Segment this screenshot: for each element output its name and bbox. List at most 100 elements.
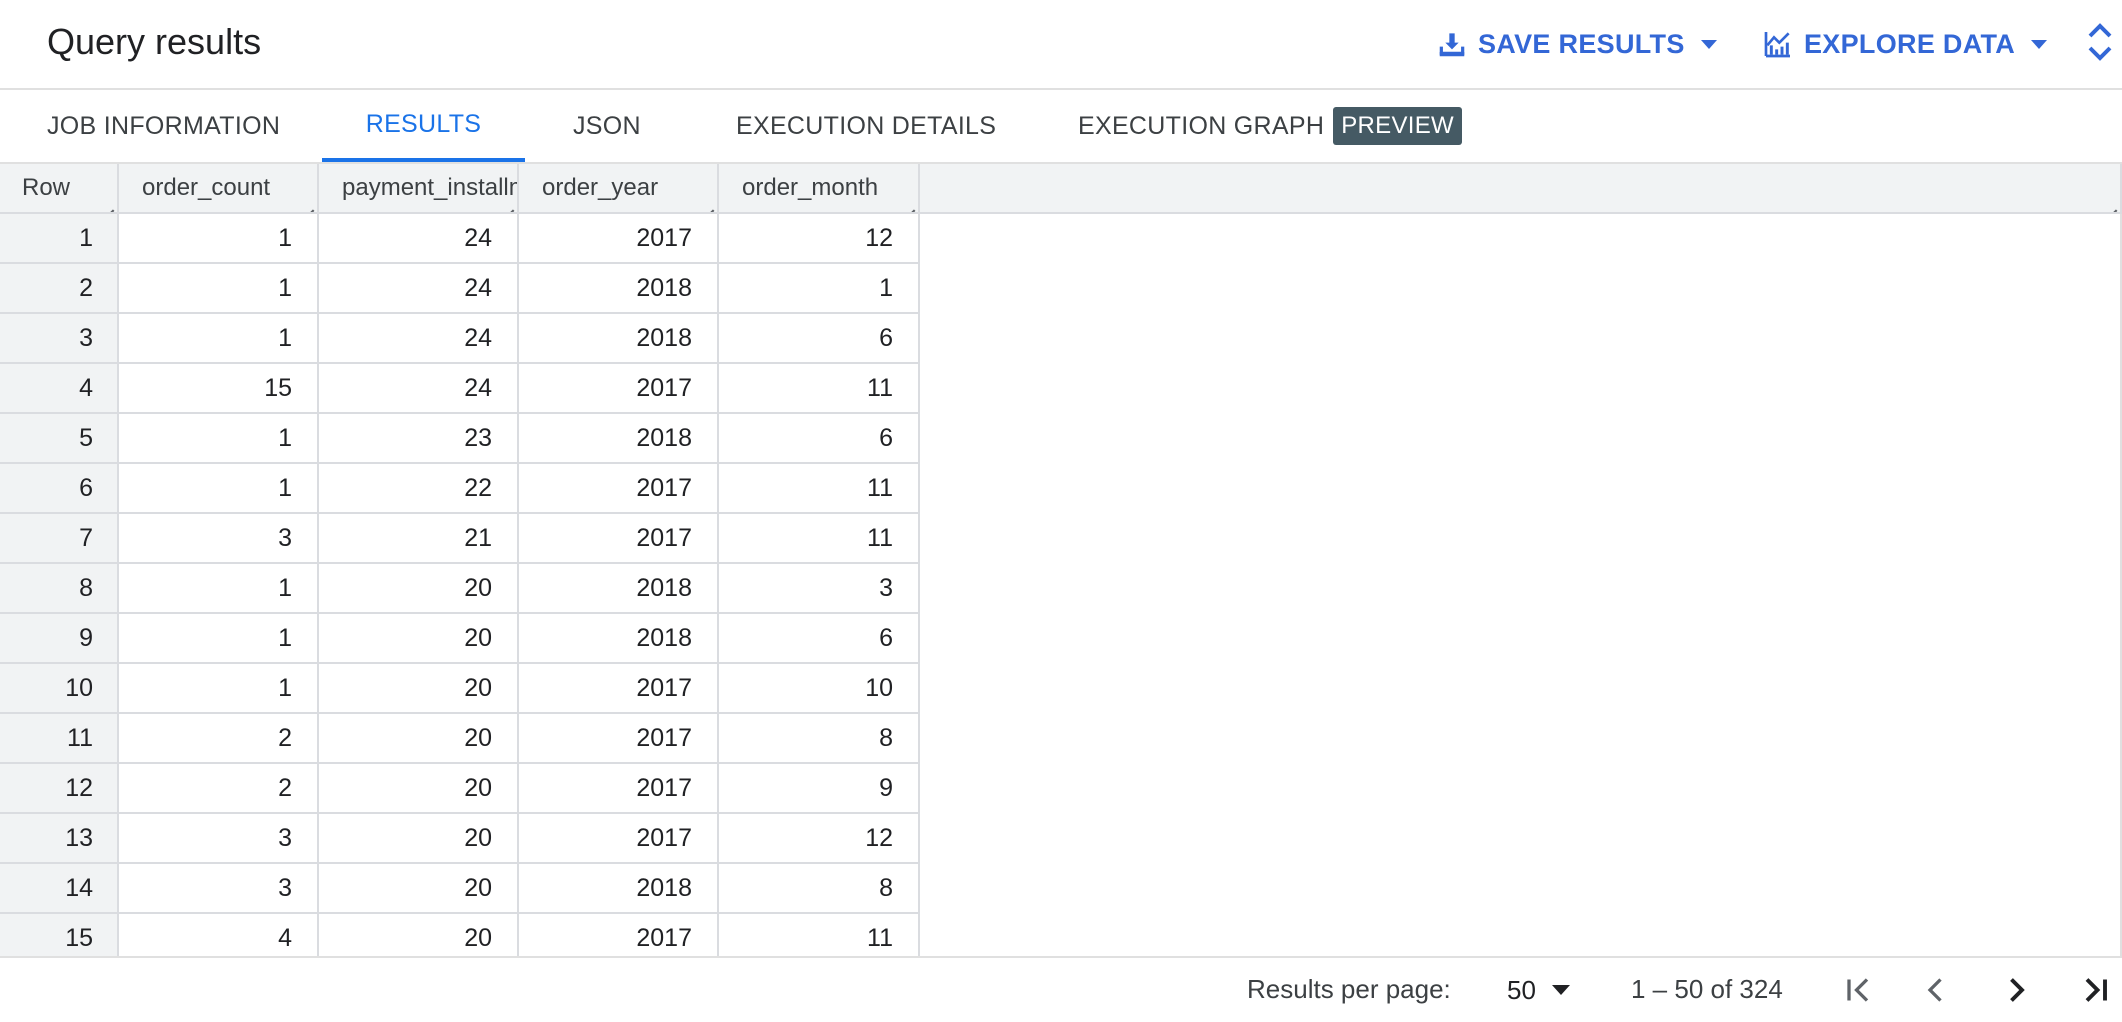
table-cell[interactable]: 2017 bbox=[519, 814, 719, 864]
table-cell[interactable]: 2017 bbox=[519, 464, 719, 514]
save-results-button[interactable]: SAVE RESULTS bbox=[1436, 22, 1717, 66]
tab-json[interactable]: JSON bbox=[573, 111, 641, 140]
table-cell[interactable]: 8 bbox=[719, 714, 920, 764]
table-cell[interactable]: 20 bbox=[319, 664, 519, 714]
first-page-icon[interactable] bbox=[1840, 972, 1876, 1008]
table-cell[interactable]: 1 bbox=[119, 614, 319, 664]
table-cell[interactable]: 24 bbox=[319, 364, 519, 414]
table-cell[interactable]: 20 bbox=[319, 764, 519, 814]
table-row[interactable]: 7 3 21 2017 11 bbox=[0, 514, 920, 564]
table-cell[interactable]: 2018 bbox=[519, 414, 719, 464]
explore-data-button[interactable]: EXPLORE DATA bbox=[1762, 22, 2048, 66]
table-cell[interactable]: 2017 bbox=[519, 714, 719, 764]
table-cell[interactable]: 24 bbox=[319, 264, 519, 314]
table-row[interactable]: 12 2 20 2017 9 bbox=[0, 764, 920, 814]
table-cell[interactable]: 12 bbox=[719, 214, 920, 264]
table-cell[interactable]: 8 bbox=[719, 864, 920, 914]
table-cell[interactable]: 3 bbox=[119, 814, 319, 864]
table-cell[interactable]: 1 bbox=[119, 214, 319, 264]
table-row[interactable]: 14 3 20 2018 8 bbox=[0, 864, 920, 914]
chevron-right-icon[interactable] bbox=[1998, 972, 2034, 1008]
column-header-order-year[interactable]: order_year bbox=[519, 164, 719, 212]
table-cell[interactable]: 2017 bbox=[519, 664, 719, 714]
results-per-page-select[interactable]: 50 bbox=[1507, 970, 1570, 1010]
table-cell[interactable]: 3 bbox=[119, 864, 319, 914]
table-cell[interactable]: 6 bbox=[719, 614, 920, 664]
table-cell[interactable]: 24 bbox=[319, 314, 519, 364]
table-cell[interactable]: 21 bbox=[319, 514, 519, 564]
tab-job-information[interactable]: JOB INFORMATION bbox=[47, 111, 281, 140]
table-cell[interactable]: 2017 bbox=[519, 914, 719, 956]
table-cell[interactable]: 20 bbox=[319, 614, 519, 664]
table-cell[interactable]: 11 bbox=[719, 464, 920, 514]
resize-handle[interactable] bbox=[2103, 196, 2117, 210]
column-header-payment-installments[interactable]: payment_installments bbox=[319, 164, 519, 212]
table-cell[interactable]: 6 bbox=[719, 414, 920, 464]
table-row[interactable]: 9 1 20 2018 6 bbox=[0, 614, 920, 664]
tab-execution-graph[interactable]: EXECUTION GRAPH PREVIEW bbox=[1078, 90, 1462, 162]
table-cell[interactable]: 20 bbox=[319, 564, 519, 614]
resize-handle[interactable] bbox=[500, 196, 514, 210]
table-cell[interactable]: 1 bbox=[119, 564, 319, 614]
column-header-order-count[interactable]: order_count bbox=[119, 164, 319, 212]
table-cell[interactable]: 2018 bbox=[519, 314, 719, 364]
table-cell[interactable]: 2018 bbox=[519, 564, 719, 614]
row-number-cell: 10 bbox=[0, 664, 119, 714]
table-cell[interactable]: 1 bbox=[119, 464, 319, 514]
table-cell[interactable]: 11 bbox=[719, 514, 920, 564]
last-page-icon[interactable] bbox=[2078, 972, 2114, 1008]
chevron-left-icon[interactable] bbox=[1918, 972, 1954, 1008]
table-cell[interactable]: 20 bbox=[319, 714, 519, 764]
table-cell[interactable]: 4 bbox=[119, 914, 319, 956]
table-row[interactable]: 2 1 24 2018 1 bbox=[0, 264, 920, 314]
table-cell[interactable]: 11 bbox=[719, 364, 920, 414]
table-row[interactable]: 8 1 20 2018 3 bbox=[0, 564, 920, 614]
table-row[interactable]: 5 1 23 2018 6 bbox=[0, 414, 920, 464]
table-cell[interactable]: 3 bbox=[719, 564, 920, 614]
table-cell[interactable]: 20 bbox=[319, 814, 519, 864]
table-cell[interactable]: 23 bbox=[319, 414, 519, 464]
resize-handle[interactable] bbox=[300, 196, 314, 210]
table-cell[interactable]: 10 bbox=[719, 664, 920, 714]
column-header-row[interactable]: Row bbox=[0, 164, 119, 212]
table-cell[interactable]: 3 bbox=[119, 514, 319, 564]
unfold-icon[interactable] bbox=[2084, 22, 2116, 62]
table-cell[interactable]: 2018 bbox=[519, 614, 719, 664]
table-row[interactable]: 4 15 24 2017 11 bbox=[0, 364, 920, 414]
table-row[interactable]: 6 1 22 2017 11 bbox=[0, 464, 920, 514]
table-cell[interactable]: 15 bbox=[119, 364, 319, 414]
table-cell[interactable]: 2 bbox=[119, 714, 319, 764]
resize-handle[interactable] bbox=[901, 196, 915, 210]
tab-results[interactable]: RESULTS bbox=[322, 90, 525, 162]
table-cell[interactable]: 2018 bbox=[519, 264, 719, 314]
table-row[interactable]: 1 1 24 2017 12 bbox=[0, 214, 920, 264]
table-cell[interactable]: 2017 bbox=[519, 364, 719, 414]
table-cell[interactable]: 12 bbox=[719, 814, 920, 864]
table-cell[interactable]: 1 bbox=[119, 414, 319, 464]
table-cell[interactable]: 2017 bbox=[519, 514, 719, 564]
table-cell[interactable]: 9 bbox=[719, 764, 920, 814]
table-cell[interactable]: 2017 bbox=[519, 764, 719, 814]
resize-handle[interactable] bbox=[700, 196, 714, 210]
resize-handle[interactable] bbox=[100, 196, 114, 210]
table-cell[interactable]: 2 bbox=[119, 764, 319, 814]
table-row[interactable]: 3 1 24 2018 6 bbox=[0, 314, 920, 364]
table-cell[interactable]: 2017 bbox=[519, 214, 719, 264]
table-cell[interactable]: 1 bbox=[119, 314, 319, 364]
table-cell[interactable]: 6 bbox=[719, 314, 920, 364]
tab-execution-details[interactable]: EXECUTION DETAILS bbox=[736, 111, 997, 140]
table-cell[interactable]: 1 bbox=[719, 264, 920, 314]
table-cell[interactable]: 11 bbox=[719, 914, 920, 956]
table-cell[interactable]: 22 bbox=[319, 464, 519, 514]
table-cell[interactable]: 20 bbox=[319, 914, 519, 956]
table-cell[interactable]: 1 bbox=[119, 264, 319, 314]
table-row[interactable]: 15 4 20 2017 11 bbox=[0, 914, 920, 956]
table-row[interactable]: 13 3 20 2017 12 bbox=[0, 814, 920, 864]
table-row[interactable]: 10 1 20 2017 10 bbox=[0, 664, 920, 714]
table-row[interactable]: 11 2 20 2017 8 bbox=[0, 714, 920, 764]
table-cell[interactable]: 1 bbox=[119, 664, 319, 714]
table-cell[interactable]: 20 bbox=[319, 864, 519, 914]
table-cell[interactable]: 24 bbox=[319, 214, 519, 264]
column-header-order-month[interactable]: order_month bbox=[719, 164, 920, 212]
table-cell[interactable]: 2018 bbox=[519, 864, 719, 914]
